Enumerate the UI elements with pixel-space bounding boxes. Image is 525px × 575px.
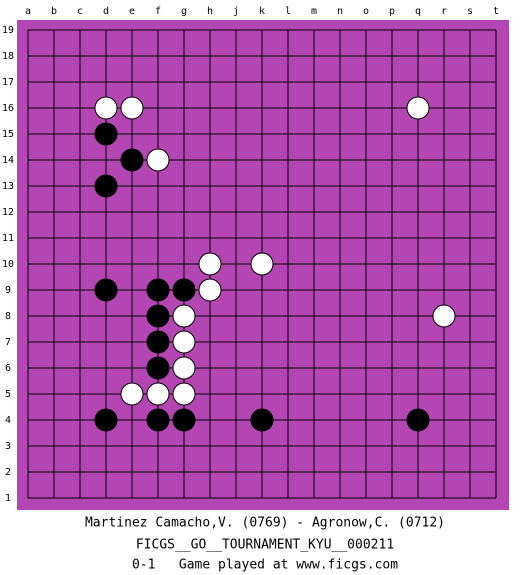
row-label: 11 (2, 233, 14, 244)
row-label: 5 (5, 389, 11, 400)
black-stone (94, 408, 118, 432)
white-stone (432, 304, 456, 328)
white-stone (172, 304, 196, 328)
row-label: 15 (2, 129, 14, 140)
black-stone (146, 408, 170, 432)
row-label: 6 (5, 363, 11, 374)
row-label: 10 (2, 259, 14, 270)
black-stone (250, 408, 274, 432)
row-label: 17 (2, 77, 14, 88)
column-label: n (337, 6, 343, 17)
white-stone (120, 96, 144, 120)
white-stone (198, 278, 222, 302)
column-label: b (51, 6, 57, 17)
result: 0-1 Game played at www.ficgs.com (132, 558, 398, 573)
row-label: 18 (2, 51, 14, 62)
row-label: 13 (2, 181, 14, 192)
white-stone (250, 252, 274, 276)
black-stone (146, 330, 170, 354)
column-label: r (441, 6, 447, 17)
black-stone (172, 408, 196, 432)
column-label: c (77, 6, 83, 17)
column-label: s (467, 6, 473, 17)
column-label: f (155, 6, 161, 17)
row-label: 19 (2, 25, 14, 36)
row-label: 7 (5, 337, 11, 348)
column-label: o (363, 6, 369, 17)
column-label: l (285, 6, 291, 17)
black-stone (94, 278, 118, 302)
black-stone (120, 148, 144, 172)
row-label: 2 (5, 467, 11, 478)
column-label: h (207, 6, 213, 17)
column-label: t (493, 6, 499, 17)
black-stone (146, 304, 170, 328)
row-label: 3 (5, 441, 11, 452)
column-label: m (311, 6, 317, 17)
column-label: d (103, 6, 109, 17)
column-label: g (181, 6, 187, 17)
black-stone (94, 122, 118, 146)
black-stone (146, 356, 170, 380)
row-label: 1 (5, 493, 11, 504)
column-label: k (259, 6, 265, 17)
black-stone (406, 408, 430, 432)
white-stone (172, 330, 196, 354)
white-stone (120, 382, 144, 406)
column-label: j (233, 6, 239, 17)
white-stone (94, 96, 118, 120)
black-stone (94, 174, 118, 198)
white-stone (406, 96, 430, 120)
white-stone (198, 252, 222, 276)
white-stone (172, 356, 196, 380)
white-stone (146, 382, 170, 406)
column-label: q (415, 6, 421, 17)
row-label: 14 (2, 155, 14, 166)
black-stone (146, 278, 170, 302)
white-stone (172, 382, 196, 406)
black-stone (172, 278, 196, 302)
column-label: e (129, 6, 135, 17)
row-label: 4 (5, 415, 11, 426)
white-stone (146, 148, 170, 172)
players: Martinez Camacho,V. (0769) - Agronow,C. … (85, 516, 445, 531)
row-label: 16 (2, 103, 14, 114)
row-label: 9 (5, 285, 11, 296)
column-label: p (389, 6, 395, 17)
event: FICGS__GO__TOURNAMENT_KYU__000211 (136, 538, 394, 553)
column-label: a (25, 6, 31, 17)
row-label: 8 (5, 311, 11, 322)
row-label: 12 (2, 207, 14, 218)
